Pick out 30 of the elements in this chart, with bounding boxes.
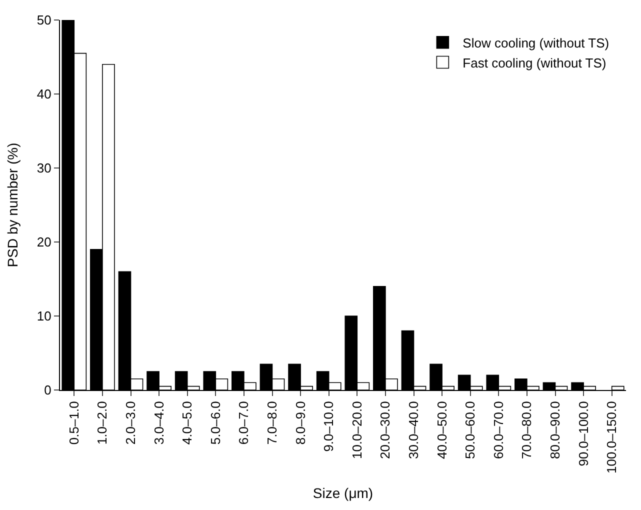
x-tick-label: 50.0–60.0: [462, 401, 478, 460]
legend-label: Slow cooling (without TS): [462, 35, 610, 50]
x-tick-label: 9.0–10.0: [321, 401, 336, 452]
legend-label: Fast cooling (without TS): [462, 55, 606, 70]
x-tick-label: 7.0–8.0: [264, 401, 280, 445]
x-tick-label: 8.0–9.0: [292, 401, 308, 445]
y-tick-label: 0: [44, 382, 52, 398]
y-tick-label: 30: [36, 160, 52, 176]
y-tick-label: 10: [36, 308, 52, 324]
x-axis-title: Size (μm): [312, 484, 374, 501]
x-tick-label: 60.0–70.0: [490, 401, 506, 460]
x-tick-label: 10.0–20.0: [349, 401, 364, 460]
x-tick-label: 100.0–150.0: [604, 401, 620, 474]
x-tick-label: 3.0–4.0: [151, 401, 166, 445]
x-tick-label: 80.0–90.0: [547, 401, 562, 460]
x-tick-label: 2.0–3.0: [122, 401, 138, 445]
x-tick-label: 0.5–1.0: [66, 401, 82, 445]
x-tick-label: 6.0–7.0: [236, 401, 252, 445]
x-tick-label: 40.0–50.0: [434, 401, 450, 460]
y-axis-title: PSD by number (%): [4, 142, 21, 268]
x-tick-label: 90.0–100.0: [576, 401, 591, 466]
y-tick-label: 50: [36, 12, 52, 28]
y-tick-label: 40: [36, 86, 52, 102]
x-tick-label: 5.0–6.0: [208, 401, 223, 445]
x-tick-label: 4.0–5.0: [180, 401, 195, 445]
x-tick-label: 30.0–40.0: [406, 401, 421, 460]
y-tick-label: 20: [36, 234, 52, 250]
x-tick-label: 20.0–30.0: [378, 401, 393, 460]
x-tick-label: 70.0–80.0: [519, 401, 534, 460]
x-tick-label: 1.0–2.0: [94, 401, 110, 445]
